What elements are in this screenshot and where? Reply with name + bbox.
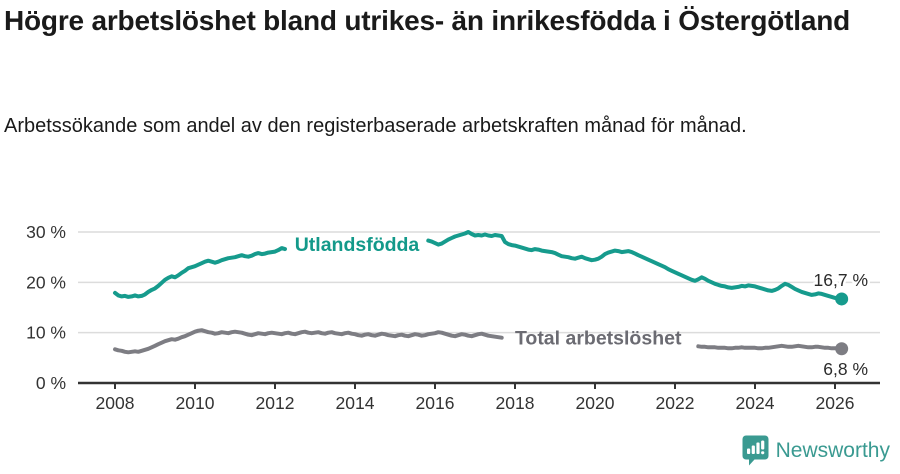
- series-line-utlandsf-dda: [113, 246, 287, 299]
- series-label-total-arbetsl-shet: Total arbetslöshet: [515, 328, 682, 350]
- series-end-value-utlandsf-dda: 16,7 %: [814, 270, 868, 290]
- x-axis-tick-label: 2020: [576, 393, 615, 413]
- chart-subtitle: Arbetssökande som andel av den registerb…: [4, 115, 747, 137]
- chart-title: Högre arbetslöshet bland utrikes- än inr…: [4, 5, 851, 36]
- line-chart: 0 % 10 % 20 % 30 % 2008 2010 2012 2014 2016 2018 2…: [26, 222, 880, 413]
- x-axis-tick-label: 2022: [656, 393, 695, 413]
- x-axis-tick-label: 2026: [816, 393, 855, 413]
- series-end-dot-utlandsf-dda: [835, 292, 849, 306]
- brand-name: Newsworthy: [775, 438, 890, 462]
- series-end-value-total-arbetsl-shet: 6,8 %: [823, 359, 868, 379]
- x-axis-tick-label: 2014: [336, 393, 375, 413]
- series-line-total-arbetsl-shet: [696, 343, 844, 351]
- newsworthy-logo-icon: [742, 435, 769, 466]
- x-axis-tick-label: 2010: [176, 393, 215, 413]
- x-axis-tick-label: 2018: [496, 393, 535, 413]
- series-line-total-arbetsl-shet: [113, 328, 504, 355]
- series-line-utlandsf-dda: [426, 230, 844, 301]
- x-axis-tick-label: 2008: [96, 393, 135, 413]
- x-axis-tick-label: 2024: [736, 393, 775, 413]
- series-label-utlandsf-dda: Utlandsfödda: [295, 234, 420, 256]
- y-axis-label: 20 %: [26, 272, 66, 292]
- y-axis-label: 30 %: [26, 222, 66, 242]
- x-axis-tick-label: 2012: [256, 393, 295, 413]
- y-axis-label: 0 %: [36, 373, 66, 393]
- x-axis-tick-label: 2016: [416, 393, 455, 413]
- series-end-dot-total-arbetsl-shet: [835, 342, 849, 356]
- footer-brand: Newsworthy: [742, 435, 890, 466]
- y-axis-label: 10 %: [26, 323, 66, 343]
